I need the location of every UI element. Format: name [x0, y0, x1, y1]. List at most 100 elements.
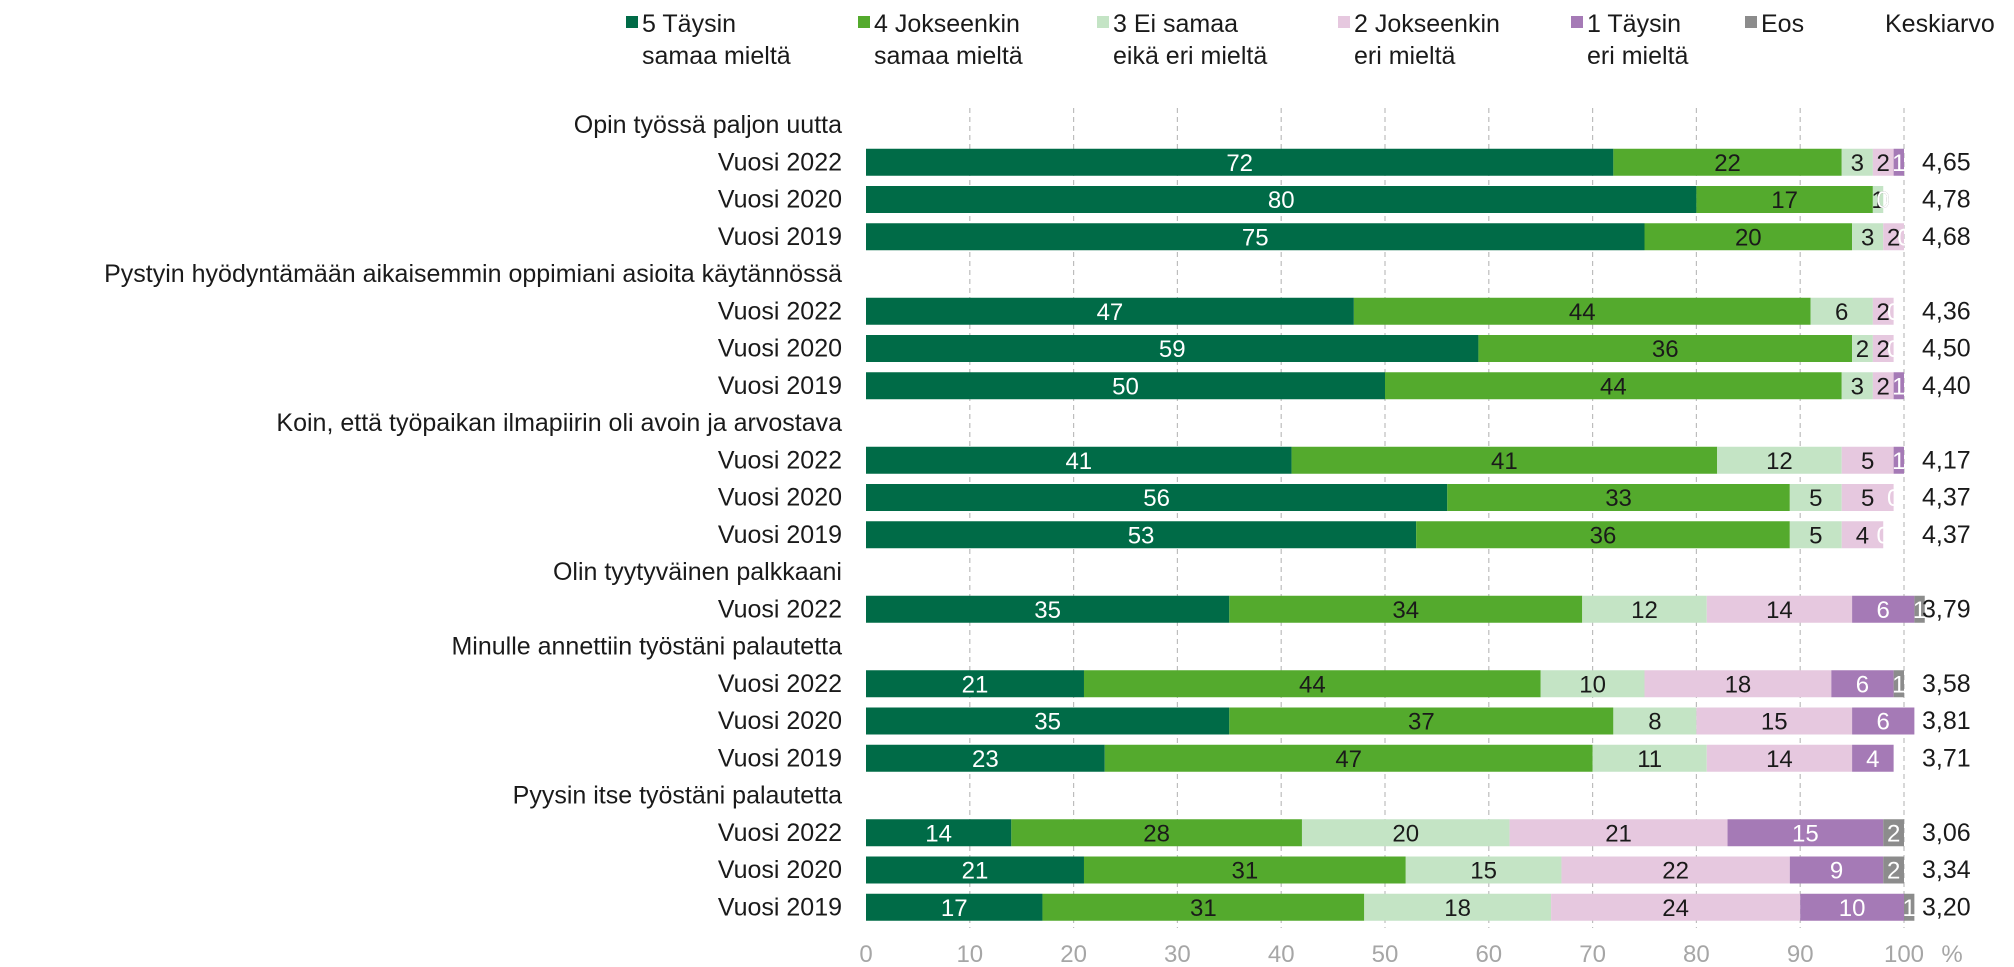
bar-segment — [1582, 595, 1707, 623]
group-title: Pystyin hyödyntämään aikaisemmin oppimia… — [104, 260, 842, 288]
average-value: 4,65 — [1922, 148, 1971, 176]
bar-segment — [1696, 186, 1873, 213]
bar-segment — [1717, 446, 1842, 474]
data-label: 24 — [1662, 895, 1689, 922]
bar-segment — [1644, 223, 1853, 251]
average-value: 3,79 — [1922, 595, 1971, 623]
bar-segment — [1696, 707, 1853, 735]
data-label: 12 — [1766, 448, 1793, 475]
data-label: 56 — [1143, 485, 1170, 512]
data-label: 50 — [1112, 373, 1139, 400]
bar-segment — [866, 521, 1417, 549]
bar-segment — [866, 446, 1292, 474]
data-label: 72 — [1226, 150, 1253, 177]
bar-segment — [1872, 148, 1894, 176]
row-label: Vuosi 2022 — [718, 595, 842, 623]
legend-swatch — [1338, 16, 1350, 28]
bar-segment — [866, 223, 1645, 251]
legend-label: 3 Ei samaa eikä eri mieltä — [1113, 10, 1268, 70]
row-label: Vuosi 2022 — [718, 670, 842, 698]
bar-segment — [866, 297, 1354, 325]
x-tick-label: 20 — [1060, 941, 1087, 967]
group-title: Koin, että työpaikan ilmapiirin oli avoi… — [276, 409, 842, 437]
data-label: 2 — [1856, 336, 1869, 363]
row-label: Vuosi 2019 — [718, 223, 842, 251]
data-label: 1 — [1892, 150, 1905, 177]
bar-segment — [1872, 297, 1894, 325]
legend-label: 4 Jokseenkin samaa mieltä — [874, 10, 1023, 70]
bar-segment — [1841, 372, 1873, 400]
average-value: 3,34 — [1922, 856, 1971, 884]
bar-segment — [866, 484, 1448, 511]
bar-segment — [1893, 670, 1904, 698]
data-label: 34 — [1392, 597, 1419, 624]
group-title: Minulle annettiin työstäni palautetta — [451, 633, 842, 661]
data-label: 1 — [1892, 448, 1905, 475]
bar-segment — [1800, 893, 1904, 921]
row-label: Vuosi 2019 — [718, 893, 842, 921]
data-label: 12 — [1631, 597, 1658, 624]
bar-segment — [1613, 707, 1697, 735]
data-label: 18 — [1725, 671, 1752, 698]
data-label: 21 — [962, 671, 989, 698]
average-value: 3,81 — [1922, 707, 1971, 735]
data-label: 14 — [1766, 746, 1793, 773]
data-label: 47 — [1097, 299, 1124, 326]
row-label: Vuosi 2019 — [718, 744, 842, 772]
data-label: 4 — [1856, 522, 1869, 549]
bar-segment — [1789, 856, 1884, 884]
data-label: 0 — [1887, 336, 1900, 363]
bar-segment — [1385, 372, 1842, 400]
bar-segment — [1042, 893, 1365, 921]
bar-segment — [1872, 372, 1894, 400]
row-label: Vuosi 2020 — [718, 186, 842, 214]
average-value: 4,50 — [1922, 335, 1971, 363]
bar-segment — [1706, 595, 1853, 623]
row-label: Vuosi 2022 — [718, 297, 842, 325]
legend-label: 2 Jokseenkin eri mieltä — [1354, 10, 1500, 70]
bar-segment — [866, 893, 1043, 921]
bar-segment — [1883, 856, 1904, 884]
data-label: 14 — [925, 820, 952, 847]
bar-segment — [1727, 819, 1884, 847]
x-tick-label: 50 — [1372, 941, 1399, 967]
data-label: 1 — [1871, 187, 1884, 214]
row-label: Vuosi 2019 — [718, 521, 842, 549]
bar-segment — [1478, 335, 1853, 362]
x-tick-label: 60 — [1475, 941, 1502, 967]
bar-segment — [1364, 893, 1552, 921]
data-label: 1 — [1913, 597, 1926, 624]
bar-segment — [866, 819, 1012, 847]
legend-item-4: 2 Jokseenkin eri mieltä — [1338, 8, 1500, 72]
data-label: 31 — [1190, 895, 1217, 922]
data-label: 80 — [1268, 187, 1295, 214]
x-tick-label: 90 — [1787, 941, 1814, 967]
bar-segment — [866, 372, 1385, 400]
row-label: Vuosi 2020 — [718, 707, 842, 735]
bar-segment — [1540, 670, 1645, 698]
data-label: 6 — [1835, 299, 1848, 326]
data-label: 0 — [1897, 224, 1910, 251]
data-label: 41 — [1491, 448, 1518, 475]
data-label: 5 — [1861, 448, 1874, 475]
data-label: 36 — [1652, 336, 1679, 363]
data-label: 33 — [1605, 485, 1632, 512]
legend-swatch — [1097, 16, 1109, 28]
data-label: 1 — [1903, 895, 1916, 922]
data-label: 3 — [1861, 224, 1874, 251]
bar-segment — [1229, 707, 1614, 735]
data-label: 41 — [1065, 448, 1092, 475]
bar-segment — [1644, 670, 1832, 698]
data-label: 1 — [1892, 373, 1905, 400]
average-value: 4,37 — [1922, 521, 1971, 549]
average-column-header: Keskiarvo — [1885, 10, 1995, 38]
data-label: 5 — [1809, 522, 1822, 549]
data-label: 20 — [1735, 224, 1762, 251]
bar-segment — [1852, 595, 1915, 623]
average-value: 4,78 — [1922, 186, 1971, 214]
data-label: 23 — [972, 746, 999, 773]
data-label: 5 — [1861, 485, 1874, 512]
row-label: Vuosi 2020 — [718, 856, 842, 884]
data-label: 36 — [1590, 522, 1617, 549]
legend-swatch — [1571, 16, 1583, 28]
